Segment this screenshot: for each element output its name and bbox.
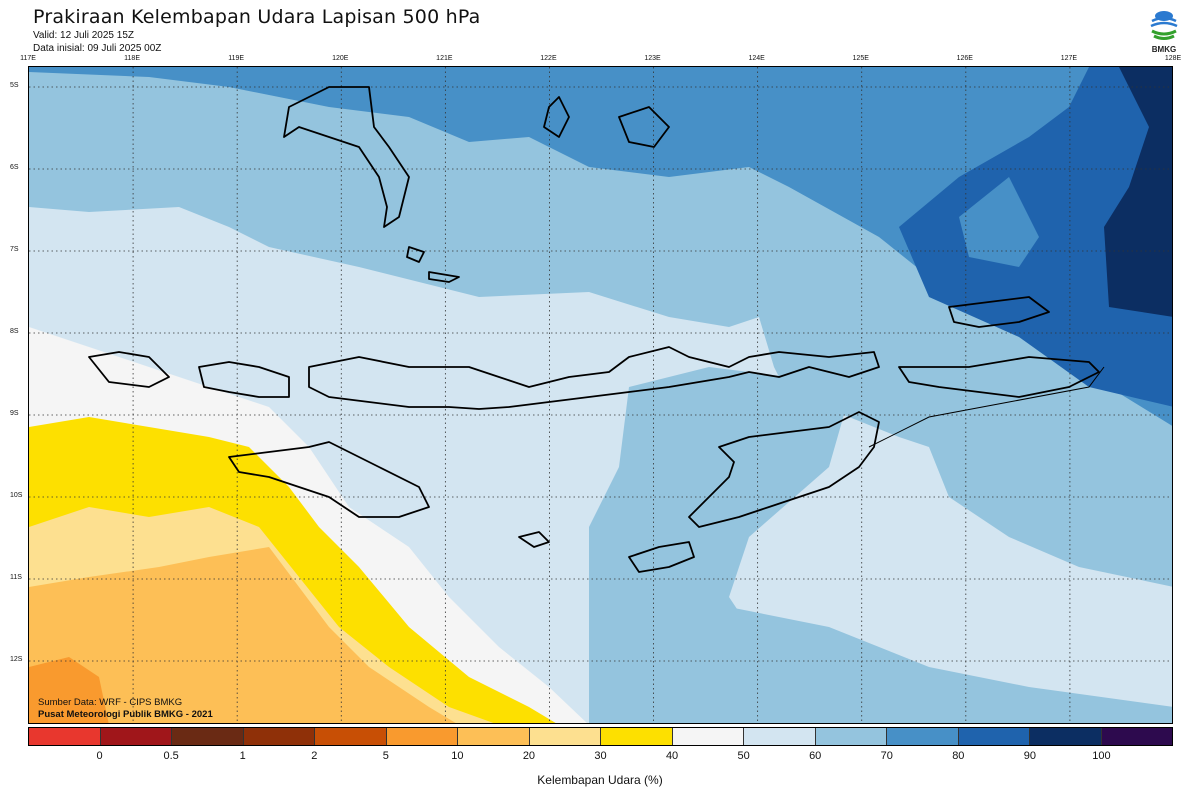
colorbar-tick-label: 90 xyxy=(1023,750,1036,762)
colorbar-tick-label: 20 xyxy=(522,750,536,762)
colorbar-tick-label: 50 xyxy=(737,750,750,762)
savu-island xyxy=(518,531,550,548)
longitude-label: 117E xyxy=(20,55,36,62)
initial-time: Data inisial: 09 Juli 2025 00Z xyxy=(33,43,162,54)
humidity-zone-20 xyxy=(29,547,456,723)
timor-island xyxy=(688,411,880,528)
bmkg-logo: BMKG xyxy=(1146,8,1182,56)
colorbar-tick-label: 0 xyxy=(96,750,103,762)
colorbar-tick-label: 0.5 xyxy=(163,750,179,762)
colorbar-tick-label: 40 xyxy=(665,750,679,762)
longitude-label: 122E xyxy=(540,55,557,62)
colorbar-swatch xyxy=(172,728,244,745)
banda-islands xyxy=(406,246,425,263)
latitude-label: 12S xyxy=(10,656,23,663)
humidity-zone-10 xyxy=(29,657,109,723)
longitude-label: 120E xyxy=(332,55,349,62)
longitude-label: 118E xyxy=(124,55,140,62)
colorbar-tick-label: 100 xyxy=(1092,750,1111,762)
colorbar-swatch xyxy=(315,728,387,745)
longitude-label: 128E xyxy=(1164,55,1182,62)
credit-org: Pusat Meteorologi Publik BMKG - 2021 xyxy=(38,709,213,720)
humidity-zone-80c xyxy=(589,367,849,723)
colorbar-swatch xyxy=(1101,728,1172,745)
longitude-label: 124E xyxy=(748,55,765,62)
colorbar-swatch xyxy=(672,728,744,745)
colorbar-swatch xyxy=(243,728,315,745)
colorbar-swatch xyxy=(1030,728,1102,745)
longitude-label: 127E xyxy=(1060,55,1078,62)
latitude-label: 7S xyxy=(10,246,19,253)
coastlines xyxy=(88,86,1100,573)
colorbar-swatch xyxy=(815,728,887,745)
page-title: Prakiraan Kelembapan Udara Lapisan 500 h… xyxy=(33,6,481,28)
latitude-label: 9S xyxy=(10,410,19,417)
bmkg-logo-text: BMKG xyxy=(1152,45,1176,54)
colorbar-swatch xyxy=(386,728,458,745)
longitude-label: 123E xyxy=(644,55,661,62)
longitude-label: 125E xyxy=(852,55,869,62)
humidity-zone-80b xyxy=(959,177,1039,267)
longitude-label: 121E xyxy=(436,55,453,62)
flores-island xyxy=(308,346,880,410)
wetar-island xyxy=(948,296,1050,328)
colorbar-tick-label: 60 xyxy=(809,750,822,762)
alor-islands xyxy=(898,356,1100,398)
colorbar-tick-label: 10 xyxy=(451,750,464,762)
colorbar-swatch xyxy=(29,728,101,745)
credit-source: Sumber Data: WRF - CIPS BMKG xyxy=(38,697,183,708)
colorbar-swatch xyxy=(529,728,601,745)
sumbawa-island xyxy=(198,361,290,398)
map-gridlines xyxy=(29,67,1172,723)
colorbar-swatch xyxy=(887,728,959,745)
colorbar-tick-label: 30 xyxy=(594,750,607,762)
sulawesi-south xyxy=(283,86,410,228)
humidity-zone-80 xyxy=(29,67,1172,426)
sumba-island xyxy=(228,441,430,518)
humidity-colorbar xyxy=(28,727,1173,746)
latitude-label: 11S xyxy=(10,574,22,581)
latitude-label: 8S xyxy=(10,328,19,335)
colorbar-tick-label: 80 xyxy=(952,750,965,762)
buton-island xyxy=(543,96,570,138)
colorbar-swatch xyxy=(458,728,530,745)
colorbar-tick-label: 5 xyxy=(382,750,389,762)
lombok-island xyxy=(88,351,170,388)
colorbar-swatch xyxy=(100,728,172,745)
valid-time: Valid: 12 Juli 2025 15Z xyxy=(33,30,134,41)
colorbar-tick-label: 2 xyxy=(311,750,318,762)
rote-island xyxy=(628,541,695,573)
humidity-zone-80e xyxy=(929,427,1172,587)
latitude-label: 6S xyxy=(10,164,19,171)
selayar-island xyxy=(428,271,460,283)
humidity-zone-100 xyxy=(1104,67,1172,317)
latitude-label: 5S xyxy=(10,82,19,89)
colorbar-title: Kelembapan Udara (%) xyxy=(537,773,663,787)
latitude-label: 10S xyxy=(10,492,23,499)
colorbar-swatch xyxy=(958,728,1030,745)
colorbar-tick-label: 70 xyxy=(880,750,893,762)
colorbar-tick-label: 1 xyxy=(239,750,246,762)
colorbar-swatch xyxy=(744,728,816,745)
longitude-label: 119E xyxy=(228,55,245,62)
colorbar-swatch xyxy=(601,728,673,745)
longitude-label: 126E xyxy=(956,55,973,62)
map-canvas xyxy=(29,67,1172,723)
humidity-zone-80d xyxy=(729,607,1172,723)
humidity-map xyxy=(28,66,1173,724)
tukangbesi-islands xyxy=(618,106,670,148)
timor-border xyxy=(868,366,1105,448)
